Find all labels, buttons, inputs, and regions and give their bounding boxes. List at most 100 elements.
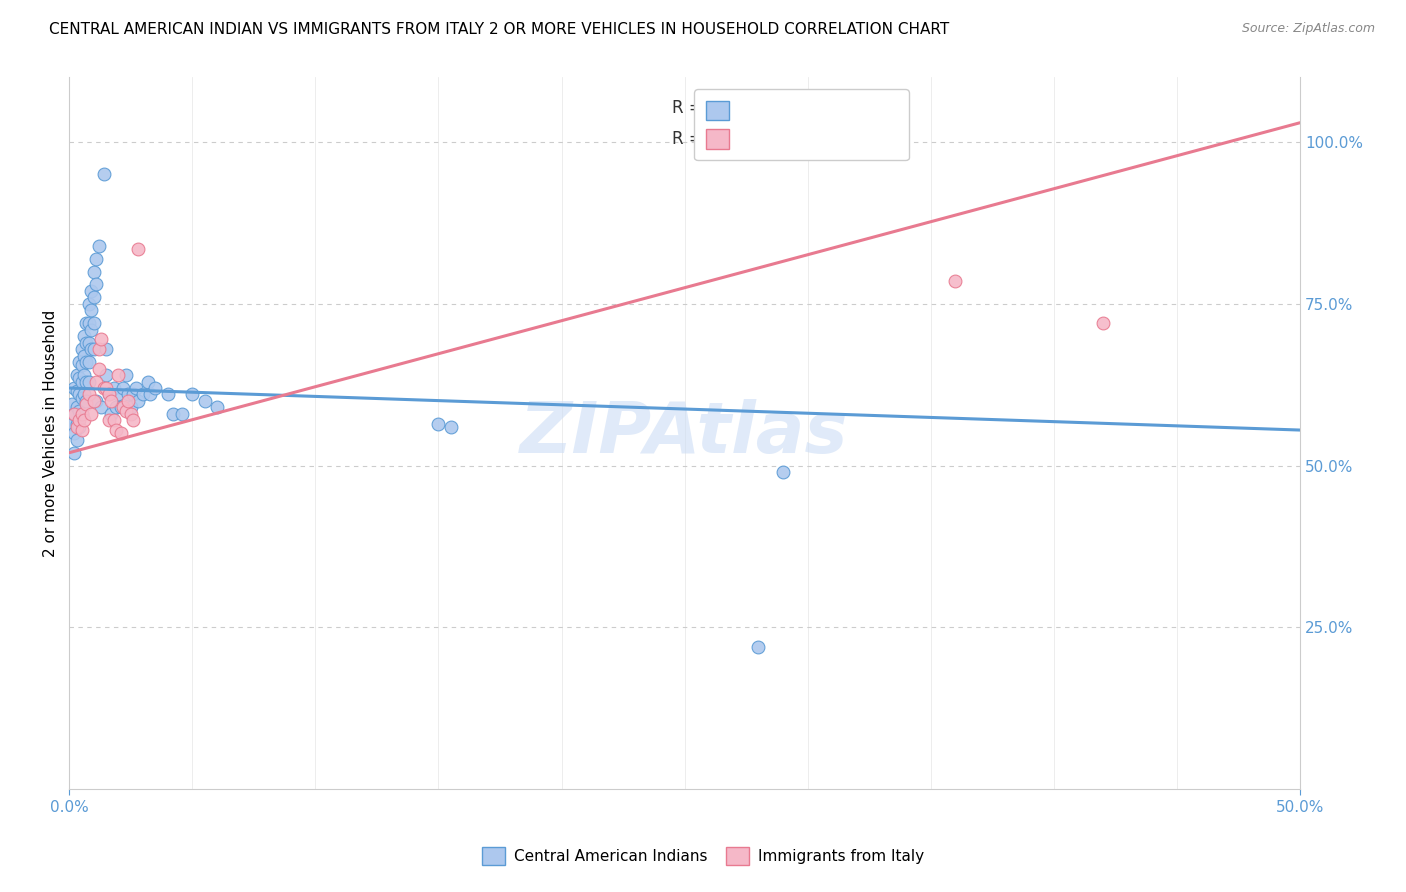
- Point: [73, 368, 96, 382]
- Point: [73, 349, 96, 363]
- Legend:                               ,                               : ,: [695, 89, 908, 161]
- Point: [70, 407, 93, 421]
- Text: CENTRAL AMERICAN INDIAN VS IMMIGRANTS FROM ITALY 2 OR MORE VEHICLES IN HOUSEHOLD: CENTRAL AMERICAN INDIAN VS IMMIGRANTS FR…: [49, 22, 949, 37]
- Point: [145, 381, 167, 395]
- Point: [70, 391, 93, 405]
- Point: [77, 297, 100, 311]
- Point: [65, 401, 87, 415]
- Point: [772, 465, 794, 479]
- Text: Source: ZipAtlas.com: Source: ZipAtlas.com: [1241, 22, 1375, 36]
- Point: [117, 393, 139, 408]
- Text: 79: 79: [855, 99, 877, 117]
- Point: [65, 368, 87, 382]
- Point: [112, 401, 135, 415]
- Point: [84, 252, 107, 266]
- Point: [67, 371, 90, 385]
- Point: [65, 417, 87, 431]
- Point: [427, 417, 450, 431]
- Point: [181, 387, 204, 401]
- Point: [194, 393, 217, 408]
- Point: [67, 403, 90, 417]
- Text: R =: R =: [672, 99, 709, 117]
- Point: [105, 423, 128, 437]
- Point: [110, 426, 132, 441]
- Point: [103, 413, 125, 427]
- Point: [156, 387, 179, 401]
- Text: 0.521: 0.521: [721, 130, 780, 148]
- Point: [63, 426, 86, 441]
- Point: [112, 381, 135, 395]
- Point: [120, 407, 142, 421]
- Point: [120, 401, 142, 415]
- Point: [70, 342, 93, 356]
- Point: [77, 335, 100, 350]
- Point: [100, 407, 122, 421]
- Point: [75, 355, 97, 369]
- Point: [63, 407, 86, 421]
- Point: [100, 393, 122, 408]
- Point: [77, 316, 100, 330]
- Point: [115, 368, 138, 382]
- Point: [80, 303, 103, 318]
- Point: [70, 359, 93, 373]
- Point: [139, 387, 162, 401]
- Point: [63, 407, 86, 421]
- Point: [172, 407, 194, 421]
- Point: [110, 401, 132, 415]
- Text: 31: 31: [855, 130, 877, 148]
- Point: [84, 277, 107, 292]
- Point: [87, 342, 110, 356]
- Point: [75, 316, 97, 330]
- Point: [70, 423, 93, 437]
- Point: [67, 419, 90, 434]
- Point: [945, 274, 967, 288]
- Point: [1092, 316, 1115, 330]
- Text: ZIPAtlas: ZIPAtlas: [520, 399, 849, 467]
- Point: [122, 387, 145, 401]
- Point: [80, 323, 103, 337]
- Point: [83, 316, 105, 330]
- Point: [80, 407, 103, 421]
- Point: [115, 403, 138, 417]
- Point: [75, 397, 97, 411]
- Point: [93, 381, 115, 395]
- Point: [87, 361, 110, 376]
- Point: [97, 387, 120, 401]
- Point: [83, 264, 105, 278]
- Point: [67, 387, 90, 401]
- Text: N =: N =: [792, 99, 839, 117]
- Point: [96, 368, 118, 382]
- Point: [136, 375, 159, 389]
- Point: [440, 419, 463, 434]
- Point: [747, 640, 769, 654]
- Y-axis label: 2 or more Vehicles in Household: 2 or more Vehicles in Household: [44, 310, 58, 557]
- Point: [107, 368, 129, 382]
- Point: [75, 335, 97, 350]
- Point: [97, 387, 120, 401]
- Point: [80, 342, 103, 356]
- Point: [67, 355, 90, 369]
- Point: [205, 401, 228, 415]
- Point: [65, 419, 87, 434]
- Point: [127, 242, 149, 256]
- Point: [90, 401, 112, 415]
- Point: [77, 375, 100, 389]
- Point: [70, 407, 93, 421]
- Point: [67, 413, 90, 427]
- Point: [60, 417, 83, 431]
- Point: [80, 284, 103, 298]
- Point: [127, 393, 149, 408]
- Point: [75, 375, 97, 389]
- Point: [84, 375, 107, 389]
- Point: [90, 333, 112, 347]
- Point: [77, 387, 100, 401]
- Point: [83, 393, 105, 408]
- Point: [75, 393, 97, 408]
- Point: [122, 413, 145, 427]
- Point: [70, 375, 93, 389]
- Point: [83, 290, 105, 304]
- Point: [63, 381, 86, 395]
- Point: [132, 387, 155, 401]
- Point: [103, 381, 125, 395]
- Point: [87, 238, 110, 252]
